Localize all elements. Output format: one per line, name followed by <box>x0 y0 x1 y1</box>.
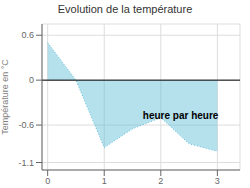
svg-text:1: 1 <box>102 176 107 186</box>
svg-text:-0.6: -0.6 <box>18 120 34 130</box>
html-text:Evolution de la température: Evolution de la température <box>57 3 193 15</box>
svg-text:0: 0 <box>45 176 50 186</box>
svg-text:3: 3 <box>215 176 220 186</box>
svg-text:0: 0 <box>29 75 34 85</box>
svg-text:-1.1: -1.1 <box>18 158 34 168</box>
svg-text:2: 2 <box>158 176 163 186</box>
svg-text:Température en °C: Température en °C <box>8 59 10 135</box>
svg-text:0.6: 0.6 <box>21 30 34 40</box>
html-text:heure par heure: heure par heure <box>142 109 219 120</box>
